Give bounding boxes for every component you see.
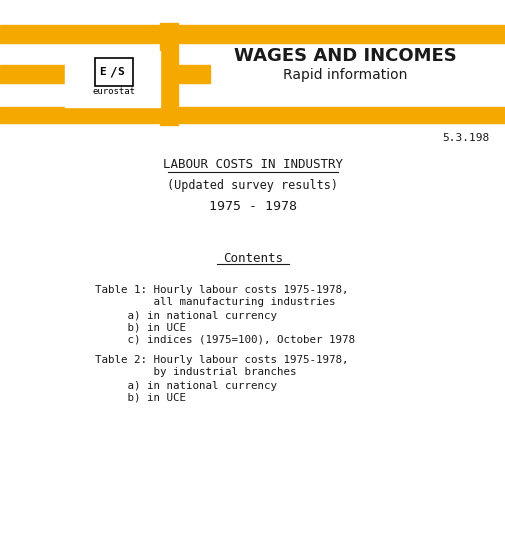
Text: E: E	[99, 67, 106, 77]
Text: S: S	[117, 67, 124, 77]
Bar	[95, 58, 133, 86]
Text: Rapid information: Rapid information	[282, 68, 407, 82]
Text: b) in UCE: b) in UCE	[108, 393, 186, 403]
Text: a) in national currency: a) in national currency	[108, 381, 276, 391]
Bar	[65, 51, 160, 107]
Text: b) in UCE: b) in UCE	[108, 323, 186, 333]
Text: Contents: Contents	[223, 252, 282, 264]
Text: eurostat: eurostat	[92, 86, 135, 96]
Text: (Updated survey results): (Updated survey results)	[167, 179, 338, 191]
Text: a) in national currency: a) in national currency	[108, 311, 276, 321]
Text: by industrial branches: by industrial branches	[95, 367, 296, 377]
Text: LABOUR COSTS IN INDUSTRY: LABOUR COSTS IN INDUSTRY	[163, 159, 342, 171]
Text: WAGES AND INCOMES: WAGES AND INCOMES	[233, 47, 456, 65]
Text: Table 1: Hourly labour costs 1975-1978,: Table 1: Hourly labour costs 1975-1978,	[95, 285, 348, 295]
Text: c) indices (1975=100), October 1978: c) indices (1975=100), October 1978	[108, 335, 355, 345]
Text: 1975 - 1978: 1975 - 1978	[209, 200, 296, 212]
Bar	[0, 25, 505, 43]
Bar	[0, 65, 210, 83]
Text: all manufacturing industries: all manufacturing industries	[95, 297, 335, 307]
Bar	[0, 107, 505, 123]
Text: /: /	[109, 65, 116, 79]
Text: Table 2: Hourly labour costs 1975-1978,: Table 2: Hourly labour costs 1975-1978,	[95, 355, 348, 365]
Bar	[160, 23, 178, 125]
Text: 5.3.198: 5.3.198	[442, 133, 489, 143]
